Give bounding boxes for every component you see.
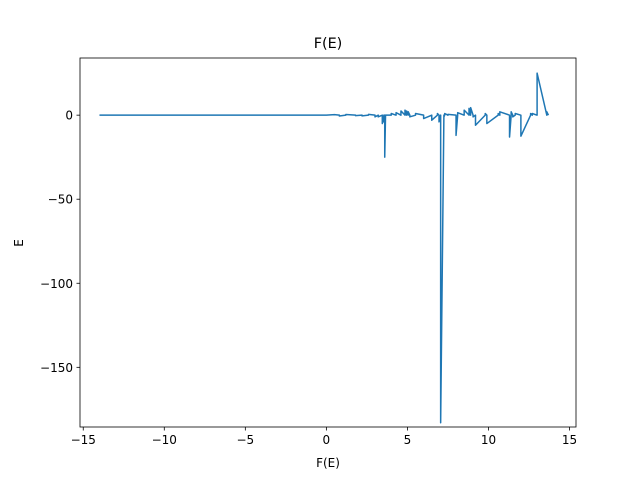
x-tick-label: −15 bbox=[71, 433, 96, 447]
chart-title: F(E) bbox=[314, 36, 343, 52]
axes-background bbox=[80, 58, 576, 427]
x-tick-label: 15 bbox=[562, 433, 577, 447]
x-tick-label: 0 bbox=[323, 433, 331, 447]
y-axis-label: E bbox=[12, 239, 26, 247]
x-axis: −15 −10 −5 0 5 10 15 bbox=[71, 427, 577, 447]
y-tick-label: 0 bbox=[65, 109, 73, 123]
axes-frame bbox=[79, 57, 577, 428]
x-tick-label: 10 bbox=[481, 433, 496, 447]
x-tick-label: −10 bbox=[152, 433, 177, 447]
y-tick-label: −50 bbox=[48, 193, 73, 207]
y-axis: 0 −50 −100 −150 bbox=[40, 109, 80, 375]
series-line bbox=[99, 72, 550, 424]
x-tick-label: 5 bbox=[404, 433, 412, 447]
x-tick-label: −5 bbox=[236, 433, 254, 447]
plot-area bbox=[79, 57, 577, 428]
x-axis-label: F(E) bbox=[316, 456, 340, 470]
y-tick-label: −100 bbox=[40, 277, 73, 291]
y-tick-label: −150 bbox=[40, 361, 73, 375]
